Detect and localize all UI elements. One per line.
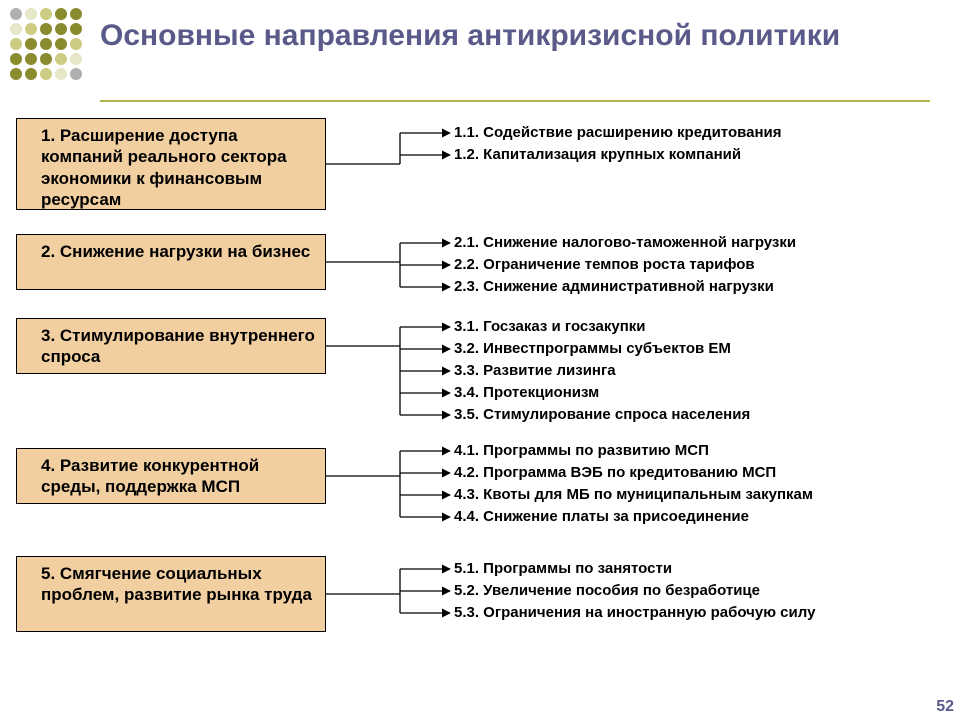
dot-icon [55,8,67,20]
dot-icon [25,8,37,20]
dot-icon [10,53,22,65]
direction-box-1: 1. Расширение доступа компаний реального… [16,118,326,210]
sub-item-3-2: 3.2. Инвестпрограммы субъектов ЕМ [454,340,731,358]
dot-icon [40,23,52,35]
sub-item-3-5: 3.5. Стимулирование спроса населения [454,406,750,424]
sub-item-3-1: 3.1. Госзаказ и госзакупки [454,318,646,336]
dot-icon [40,38,52,50]
sub-item-2-2: 2.2. Ограничение темпов роста тарифов [454,256,755,274]
dot-icon [25,53,37,65]
decorative-dot-grid [10,8,82,80]
dot-icon [55,68,67,80]
dot-icon [70,38,82,50]
dot-icon [40,68,52,80]
dot-icon [40,8,52,20]
dot-icon [10,8,22,20]
dot-icon [70,53,82,65]
slide-number: 52 [936,698,954,716]
dot-icon [55,23,67,35]
dot-icon [25,68,37,80]
sub-item-4-1: 4.1. Программы по развитию МСП [454,442,709,460]
sub-item-3-4: 3.4. Протекционизм [454,384,599,402]
dot-icon [10,23,22,35]
sub-item-1-2: 1.2. Капитализация крупных компаний [454,146,741,164]
dot-icon [70,23,82,35]
direction-box-2: 2. Снижение нагрузки на бизнес [16,234,326,290]
sub-item-4-4: 4.4. Снижение платы за присоединение [454,508,749,526]
dot-icon [10,38,22,50]
sub-item-2-1: 2.1. Снижение налогово-таможенной нагруз… [454,234,796,252]
dot-icon [40,53,52,65]
sub-item-5-1: 5.1. Программы по занятости [454,560,672,578]
title-underline [100,100,930,102]
dot-icon [25,23,37,35]
dot-icon [10,68,22,80]
dot-icon [55,38,67,50]
sub-item-1-1: 1.1. Содействие расширению кредитования [454,124,782,142]
direction-box-4: 4. Развитие конкурентной среды, поддержк… [16,448,326,504]
sub-item-4-2: 4.2. Программа ВЭБ по кредитованию МСП [454,464,776,482]
slide-title: Основные направления антикризисной полит… [100,18,920,54]
dot-icon [70,8,82,20]
direction-box-5: 5. Смягчение социальных проблем, развити… [16,556,326,632]
sub-item-4-3: 4.3. Квоты для МБ по муниципальным закуп… [454,486,813,504]
slide-canvas: Основные направления антикризисной полит… [0,0,960,720]
sub-item-5-2: 5.2. Увеличение пособия по безработице [454,582,760,600]
dot-icon [25,38,37,50]
sub-item-3-3: 3.3. Развитие лизинга [454,362,616,380]
dot-icon [70,68,82,80]
direction-box-3: 3. Стимулирование внутреннего спроса [16,318,326,374]
sub-item-2-3: 2.3. Снижение административной нагрузки [454,278,774,296]
sub-item-5-3: 5.3. Ограничения на иностранную рабочую … [454,604,815,622]
dot-icon [55,53,67,65]
